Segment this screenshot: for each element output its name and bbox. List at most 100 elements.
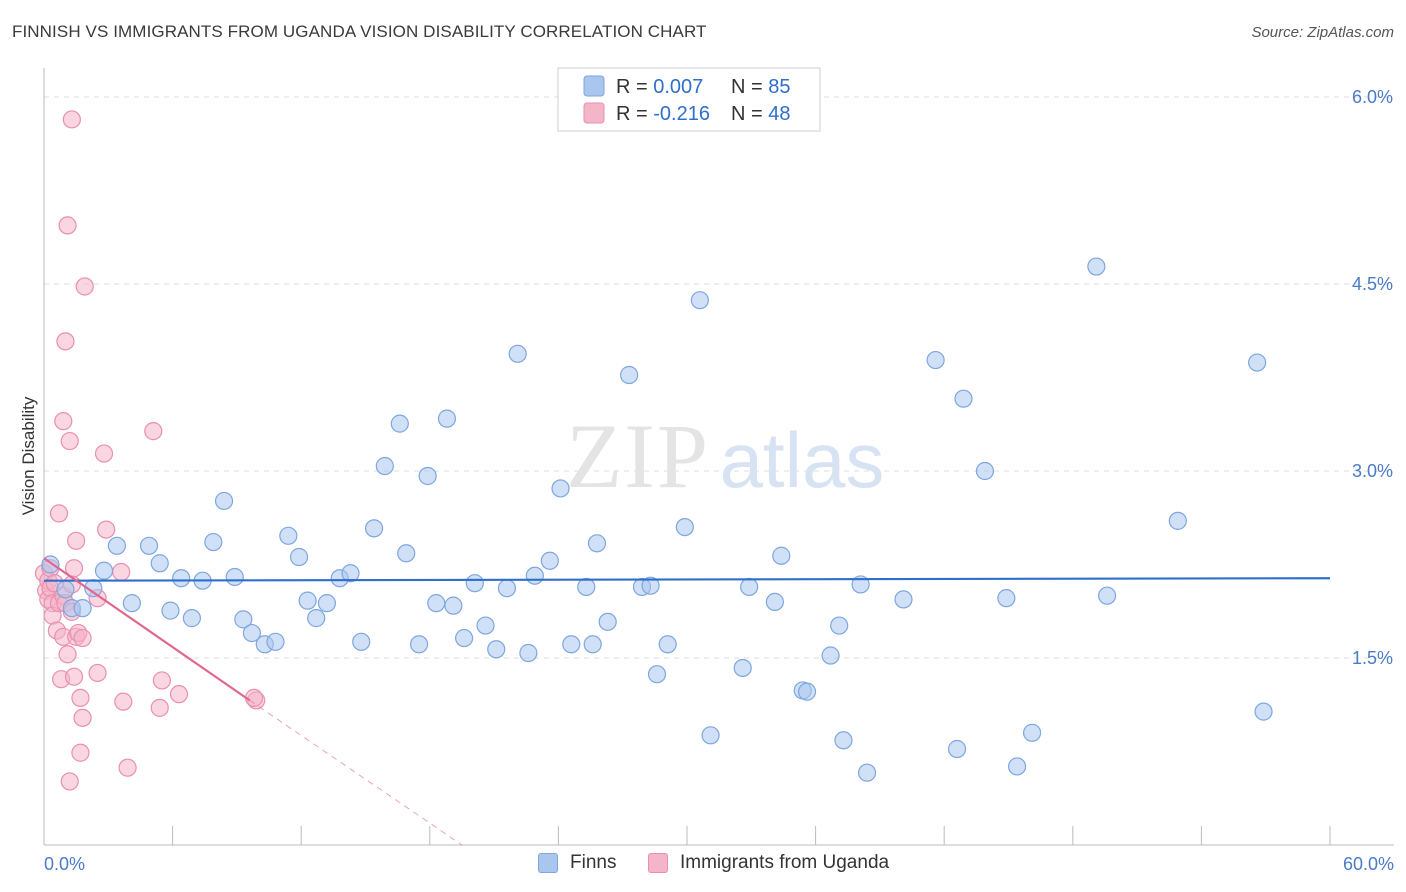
y-tick-label: 4.5% <box>1352 274 1393 294</box>
finns-point <box>476 616 495 635</box>
uganda-point <box>58 645 77 664</box>
finns-point <box>641 576 660 595</box>
finns-point <box>139 536 159 555</box>
finns-point <box>122 594 141 613</box>
finns-point <box>364 519 384 538</box>
finns-point <box>765 592 784 612</box>
uganda-point <box>112 562 131 582</box>
uganda-point <box>118 758 137 777</box>
uganda-point <box>94 444 114 463</box>
uganda-trend-line <box>43 557 251 702</box>
uganda-point <box>114 692 133 711</box>
finns-point <box>242 623 262 643</box>
finns-point <box>772 546 791 565</box>
finns-point <box>954 389 973 408</box>
finns-point <box>279 526 298 545</box>
legend-uganda-r-value: -0.216 <box>653 103 710 125</box>
finns-trend-line <box>43 577 1331 582</box>
finns-point <box>508 344 527 363</box>
uganda-point <box>144 422 163 441</box>
finns-point <box>551 479 570 498</box>
uganda-point <box>150 698 169 717</box>
finns-point <box>172 569 191 588</box>
finns-point <box>740 577 759 597</box>
finns-point <box>701 726 720 745</box>
finns-point <box>1087 257 1106 276</box>
watermark: ZIP atlas <box>566 405 884 507</box>
finns-point <box>519 643 538 663</box>
x-tick-label-min: 0.0% <box>44 854 85 874</box>
uganda-point <box>97 520 116 539</box>
finns-point <box>797 682 817 701</box>
finns-point <box>658 635 677 654</box>
uganda-point <box>54 412 73 431</box>
finns-point <box>56 580 75 599</box>
finns-point <box>204 532 223 552</box>
svg-text:R = -0.216: R = -0.216 <box>616 103 710 125</box>
uganda-trend-extension <box>249 699 463 846</box>
uganda-point <box>169 685 189 704</box>
finns-point <box>690 291 709 310</box>
finns-point <box>182 609 201 628</box>
x-tick-label-max: 60.0% <box>1343 854 1394 874</box>
grid-layer <box>44 96 1394 659</box>
bottom-legend-finns: Finns <box>538 852 616 874</box>
uganda-point <box>60 431 79 451</box>
chart-source: Source: ZipAtlas.com <box>1251 24 1394 41</box>
uganda-point <box>58 216 77 235</box>
legend-uganda-n-value: 48 <box>768 103 790 125</box>
y-tick-label: 1.5% <box>1352 648 1393 668</box>
finns-point <box>733 658 752 678</box>
finns-points <box>41 257 1273 782</box>
finns-point <box>454 628 474 648</box>
finns-point <box>418 466 437 486</box>
finns-point <box>397 544 416 563</box>
finns-point <box>1254 702 1273 721</box>
finns-point <box>409 635 429 654</box>
finns-point <box>266 632 285 651</box>
finns-point <box>675 517 694 537</box>
finns-point <box>487 640 506 659</box>
uganda-point <box>73 708 92 727</box>
legend-finns-r-label: R = <box>616 76 653 98</box>
watermark-zip: ZIP <box>566 405 710 507</box>
finns-point <box>1022 723 1042 742</box>
uganda-point <box>73 628 92 648</box>
finns-point <box>298 591 317 610</box>
finns-point <box>587 534 607 553</box>
uganda-point <box>152 671 171 690</box>
finns-point <box>1168 511 1187 530</box>
finns-point <box>107 536 126 555</box>
y-tick-label: 3.0% <box>1352 461 1393 481</box>
uganda-point <box>71 688 90 707</box>
finns-point <box>834 731 853 750</box>
legend-uganda-r-label: R = <box>616 103 653 125</box>
finns-point <box>540 551 559 570</box>
svg-text:N = 48: N = 48 <box>731 103 791 125</box>
finns-point <box>926 350 945 370</box>
finns-point <box>1248 353 1267 372</box>
finns-point <box>620 365 639 385</box>
finns-point <box>497 579 517 598</box>
legend-finns-r-value: 0.007 <box>653 76 703 98</box>
finns-point <box>234 610 253 629</box>
finns-point <box>427 594 446 613</box>
trend-layer <box>43 557 1331 846</box>
uganda-point <box>75 277 94 296</box>
finns-swatch <box>538 853 558 873</box>
finns-point <box>375 456 394 476</box>
finns-point <box>317 594 337 613</box>
watermark-atlas: atlas <box>720 416 885 504</box>
legend-finns-n-label: N = <box>731 76 768 98</box>
y-axis-title: Vision Disability <box>19 396 38 515</box>
finns-point <box>975 461 995 481</box>
legend-finns-n-value: 85 <box>768 76 790 98</box>
finns-point <box>562 635 581 654</box>
finns-point <box>307 609 326 628</box>
finns-point <box>73 599 92 618</box>
y-tick-label: 6.0% <box>1352 87 1393 107</box>
finns-point <box>390 414 409 433</box>
finns-point <box>352 632 371 651</box>
finns-point <box>444 596 463 615</box>
